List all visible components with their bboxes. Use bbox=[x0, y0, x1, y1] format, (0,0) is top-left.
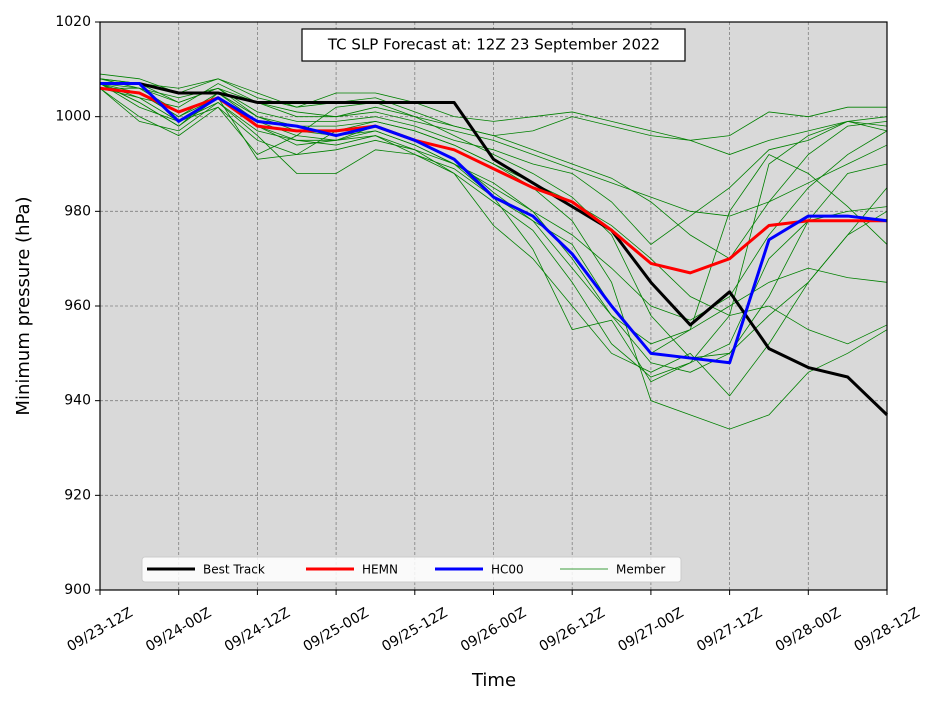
y-tick-label: 1000 bbox=[55, 109, 91, 125]
x-axis-label: Time bbox=[471, 670, 516, 691]
x-tick-label: 09/28-12Z bbox=[851, 605, 922, 655]
legend-box bbox=[141, 556, 682, 583]
legend-label: HC00 bbox=[491, 563, 524, 577]
member-line bbox=[99, 83, 888, 397]
member-line bbox=[99, 83, 888, 260]
x-tick-label: 09/24-12Z bbox=[222, 605, 293, 655]
member-line bbox=[99, 78, 888, 217]
y-tick-label: 1020 bbox=[55, 14, 91, 30]
lines bbox=[99, 73, 889, 430]
x-tick-label: 09/27-12Z bbox=[694, 605, 765, 655]
legend-label: Member bbox=[616, 563, 665, 577]
y-tick-label: 960 bbox=[64, 298, 91, 314]
x-tick-label: 09/26-00Z bbox=[458, 605, 529, 655]
member-line bbox=[100, 87, 888, 345]
x-tick-label: 09/24-00Z bbox=[143, 605, 214, 655]
y-tick-label: 980 bbox=[64, 203, 91, 219]
series-line bbox=[100, 82, 889, 416]
y-axis-label: Minimum pressure (hPa) bbox=[13, 196, 34, 415]
title-box bbox=[301, 28, 686, 62]
y-tick-label: 900 bbox=[64, 582, 91, 598]
y-tick-label: 920 bbox=[64, 487, 91, 503]
x-tick-label: 09/25-12Z bbox=[379, 605, 450, 655]
member-line bbox=[99, 83, 888, 321]
series-line bbox=[100, 82, 888, 365]
x-tick-label: 09/23-12Z bbox=[64, 605, 135, 655]
chart-title: TC SLP Forecast at: 12Z 23 September 202… bbox=[327, 36, 660, 54]
legend-label: HEMN bbox=[362, 563, 398, 577]
x-tick-label: 09/28-00Z bbox=[773, 605, 844, 655]
legend: Best Track HEMN HC00 Member bbox=[141, 556, 682, 583]
member-line bbox=[99, 78, 888, 155]
x-tick-label: 09/27-00Z bbox=[615, 605, 686, 655]
x-tick-label: 09/26-12Z bbox=[537, 605, 608, 655]
legend-label: Best Track bbox=[203, 563, 265, 577]
y-tick-label: 940 bbox=[64, 393, 91, 409]
x-tick-label: 09/25-00Z bbox=[301, 605, 372, 655]
member-line bbox=[99, 83, 888, 359]
